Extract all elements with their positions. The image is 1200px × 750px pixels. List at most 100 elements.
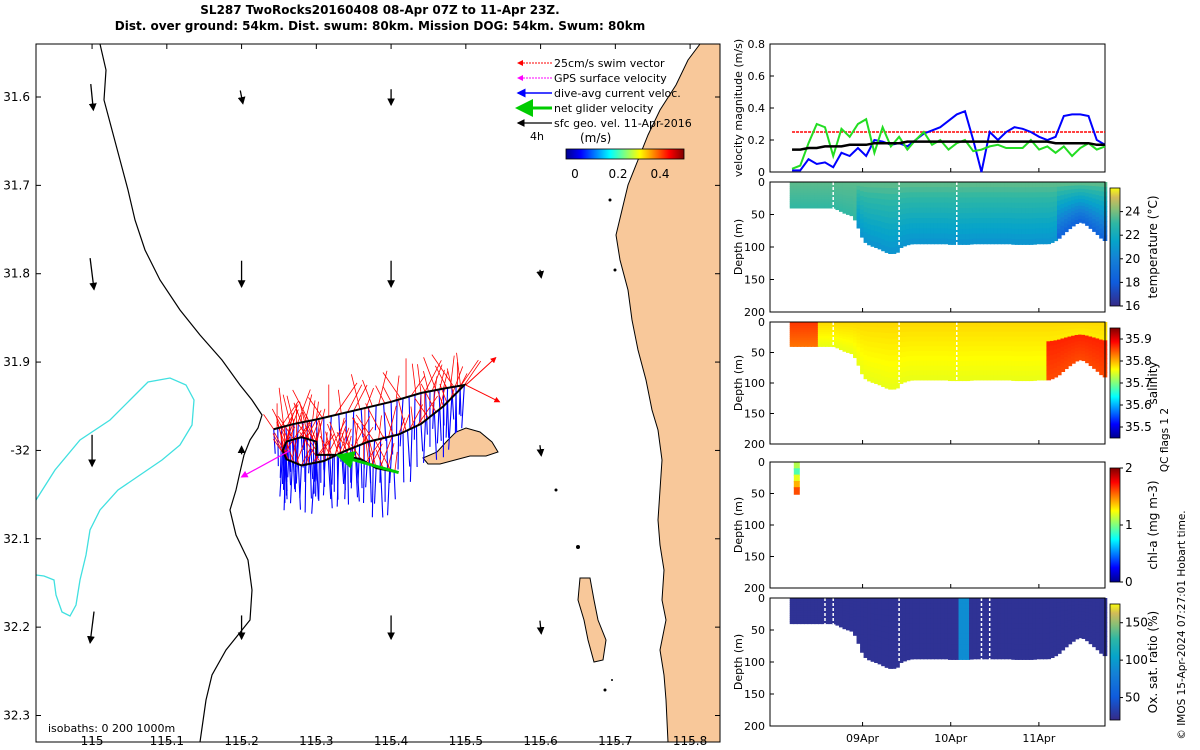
oxygen-cell — [898, 646, 904, 653]
salinity-cell — [983, 365, 988, 371]
salinity-cell — [926, 326, 932, 333]
oxygen-cell — [863, 607, 869, 614]
salinity-cell — [849, 337, 855, 341]
temperature-cell — [860, 191, 865, 197]
salinity-cell — [1074, 325, 1080, 329]
salinity-cell — [1042, 346, 1048, 352]
oxygen-y-tick-label: 50 — [751, 624, 765, 637]
temperature-cell — [1049, 222, 1055, 228]
oxygen-cell — [810, 619, 816, 622]
salinity-cell — [916, 341, 921, 347]
temperature-cell — [962, 208, 967, 214]
oxygen-cell — [884, 644, 890, 651]
oxygen-cell — [821, 600, 826, 603]
salinity-cell — [1028, 341, 1034, 347]
temperature-cell — [1067, 193, 1073, 199]
salinity-cell — [926, 375, 932, 381]
temperature-cell — [1039, 223, 1045, 229]
oxygen-cell — [1081, 604, 1087, 609]
temperature-cell — [1060, 225, 1066, 231]
salinity-cell — [1018, 365, 1023, 372]
oxygen-cell — [1018, 654, 1023, 660]
temperature-cell — [793, 205, 798, 209]
temperature-cell — [972, 202, 978, 209]
oxygen-cell — [1018, 613, 1023, 619]
temperature-cell — [965, 182, 971, 188]
salinity-cell — [1081, 347, 1087, 352]
temperature-cell — [916, 187, 921, 193]
temperature-cell — [1053, 235, 1059, 242]
oxygen-cell — [940, 648, 946, 655]
oxygen-cell — [993, 613, 999, 619]
temperature-cell — [877, 187, 883, 194]
chl-a-cell — [793, 468, 800, 476]
salinity-cell — [817, 334, 823, 337]
swim-vector — [279, 425, 295, 463]
salinity-cell — [867, 346, 872, 352]
salinity-cell — [979, 350, 985, 357]
salinity-cell — [1039, 370, 1045, 376]
swim-vector-fan — [263, 352, 482, 472]
temperature-cell — [870, 203, 876, 210]
salinity-cell — [1032, 322, 1037, 328]
salinity-cell — [958, 375, 964, 382]
oxygen-cell — [1004, 608, 1009, 614]
oxygen-cell — [909, 628, 914, 635]
temperature-cell — [1049, 197, 1055, 203]
salinity-cell — [877, 363, 883, 370]
temperature-cell — [1078, 198, 1083, 203]
salinity-cell — [891, 372, 897, 379]
oxygen-colorbar-label: Ox. sat. ratio (%) — [1146, 611, 1160, 713]
temperature-cell — [930, 238, 935, 245]
temperature-cell — [895, 187, 900, 195]
oxygen-cell — [849, 611, 855, 616]
oxygen-cell — [1085, 622, 1090, 627]
temperature-cell — [898, 182, 904, 188]
salinity-cell — [1021, 322, 1027, 328]
temperature-cell — [1088, 212, 1094, 218]
temperature-cell — [1067, 213, 1073, 218]
salinity-cell — [972, 331, 978, 337]
temperature-cell — [849, 193, 855, 197]
oxygen-cell — [803, 608, 809, 612]
swim-vector — [368, 439, 377, 469]
temperature-cell — [1053, 225, 1059, 232]
swim-vector — [375, 385, 386, 404]
salinity-cell — [993, 370, 999, 376]
temperature-cell — [1067, 197, 1073, 202]
salinity-cell — [835, 324, 841, 327]
temperature-cell — [1011, 233, 1016, 240]
swim-vector — [374, 439, 392, 472]
oxygen-cell — [877, 598, 883, 604]
salinity-cell — [965, 370, 971, 377]
oxygen-cell — [969, 648, 974, 655]
temperature-cell — [997, 218, 1002, 224]
temperature-cell — [1085, 203, 1090, 208]
temperature-cell — [1046, 207, 1052, 214]
oxygen-cell — [986, 628, 992, 634]
salinity-cell — [1053, 322, 1059, 328]
salinity-cell — [863, 355, 869, 361]
salinity-cell — [1011, 326, 1016, 333]
oxygen-cell — [937, 648, 943, 655]
temperature-cell — [1042, 238, 1048, 245]
salinity-cell — [1067, 329, 1073, 334]
oxygen-cell — [902, 629, 907, 636]
temperature-cell — [909, 212, 914, 219]
oxygen-cell — [1042, 613, 1048, 619]
oxygen-cell — [909, 613, 914, 619]
salinity-cell — [1018, 341, 1023, 347]
temperature-cell — [835, 184, 841, 188]
oxygen-cell — [976, 628, 981, 634]
salinity-cell — [856, 343, 862, 348]
temperature-cell — [990, 223, 995, 229]
salinity-cell — [814, 332, 819, 335]
oxygen-cell — [817, 621, 823, 625]
salinity-cell — [867, 331, 872, 338]
oxygen-cell — [1049, 617, 1055, 624]
oxygen-cell — [976, 618, 981, 624]
salinity-cell — [867, 366, 872, 372]
salinity-cell — [1025, 356, 1030, 362]
salinity-cell — [1074, 344, 1080, 349]
oxygen-cell — [1074, 632, 1080, 636]
